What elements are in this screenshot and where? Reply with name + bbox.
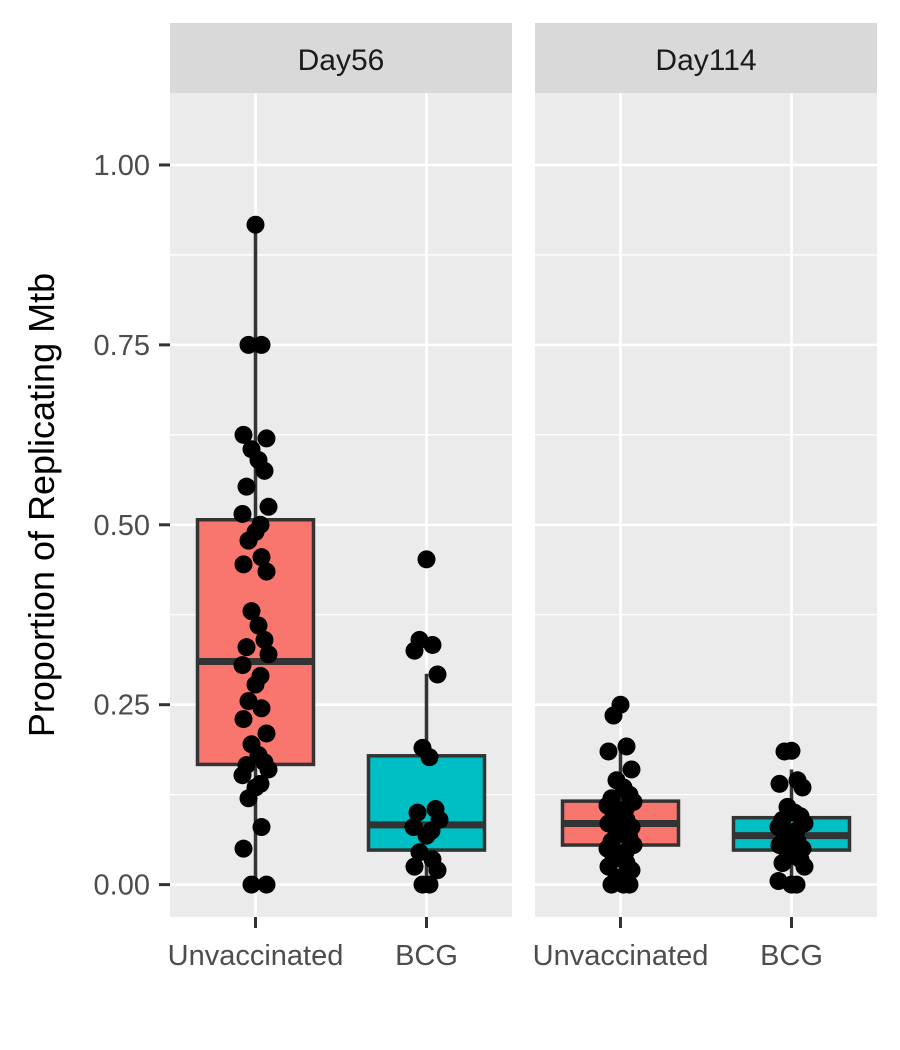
data-point bbox=[420, 748, 439, 767]
facet-strip bbox=[535, 23, 877, 93]
data-point bbox=[234, 710, 253, 729]
data-point bbox=[259, 645, 278, 664]
facet-panel-day56: Day56 Unvaccinated BCG bbox=[168, 23, 512, 972]
data-point bbox=[405, 641, 424, 660]
data-point bbox=[259, 497, 278, 516]
data-point bbox=[252, 548, 271, 567]
facet-strip-label: Day114 bbox=[655, 44, 756, 77]
facet-strip-label: Day56 bbox=[298, 44, 385, 77]
box-group-unvaccinated bbox=[560, 695, 681, 894]
data-point bbox=[234, 555, 253, 574]
data-point bbox=[428, 665, 447, 684]
data-point bbox=[257, 875, 276, 894]
x-tick-label: Unvaccinated bbox=[168, 940, 344, 972]
data-point bbox=[233, 656, 252, 675]
x-tick-label: BCG bbox=[395, 940, 458, 972]
data-point bbox=[620, 875, 639, 894]
facet-strip bbox=[170, 23, 512, 93]
data-point bbox=[249, 616, 268, 635]
data-point bbox=[234, 839, 253, 858]
y-tick-label: 0.00 bbox=[94, 870, 150, 902]
y-tick-label: 0.50 bbox=[94, 510, 150, 542]
data-point bbox=[252, 699, 271, 718]
data-point bbox=[246, 215, 265, 234]
facet-panels: Day56 Unvaccinated BCG Day114 Unvaccinated BC… bbox=[168, 23, 877, 972]
data-point bbox=[234, 425, 253, 444]
data-point bbox=[420, 875, 439, 894]
data-point bbox=[233, 766, 252, 785]
data-point bbox=[617, 737, 636, 756]
data-point bbox=[242, 875, 261, 894]
facet-panel-day114: Day114 Unvaccinated BCG bbox=[533, 23, 877, 972]
data-point bbox=[246, 675, 265, 694]
data-point bbox=[604, 706, 623, 725]
data-point bbox=[408, 803, 427, 822]
y-axis-title: Proportion of Replicating Mtb bbox=[21, 273, 62, 737]
x-tick-label: Unvaccinated bbox=[533, 940, 709, 972]
data-point bbox=[622, 861, 641, 880]
data-point bbox=[773, 854, 792, 873]
data-point bbox=[602, 875, 621, 894]
data-point bbox=[417, 550, 436, 569]
x-tick-label: BCG bbox=[760, 940, 823, 972]
data-point bbox=[599, 742, 618, 761]
data-point bbox=[239, 789, 258, 808]
data-point bbox=[252, 818, 271, 837]
data-point bbox=[405, 857, 424, 876]
data-point bbox=[257, 724, 276, 743]
data-point bbox=[417, 826, 436, 845]
data-point bbox=[257, 562, 276, 581]
data-point bbox=[793, 778, 812, 797]
data-point bbox=[239, 335, 258, 354]
data-point bbox=[252, 335, 271, 354]
data-point bbox=[255, 630, 274, 649]
data-point bbox=[255, 461, 274, 480]
y-axis: 0.00 0.25 0.50 0.75 1.00 bbox=[94, 150, 170, 902]
data-point bbox=[782, 875, 801, 894]
data-point bbox=[770, 774, 789, 793]
data-point bbox=[404, 818, 423, 837]
data-point bbox=[259, 760, 278, 779]
data-point bbox=[237, 638, 256, 657]
data-point bbox=[423, 635, 442, 654]
box-group-bcg bbox=[366, 550, 487, 894]
box-group-unvaccinated bbox=[195, 215, 316, 894]
data-point bbox=[233, 504, 252, 523]
data-point bbox=[257, 429, 276, 448]
y-tick-label: 0.75 bbox=[94, 330, 150, 362]
box-group-bcg bbox=[731, 741, 852, 894]
data-point bbox=[242, 602, 261, 621]
y-tick-label: 1.00 bbox=[94, 150, 150, 182]
data-point bbox=[239, 531, 258, 550]
y-tick-label: 0.25 bbox=[94, 690, 150, 722]
data-point bbox=[795, 857, 814, 876]
data-point bbox=[775, 742, 794, 761]
data-point bbox=[428, 861, 447, 880]
data-point bbox=[622, 760, 641, 779]
panel-background bbox=[535, 93, 877, 917]
data-point bbox=[237, 477, 256, 496]
